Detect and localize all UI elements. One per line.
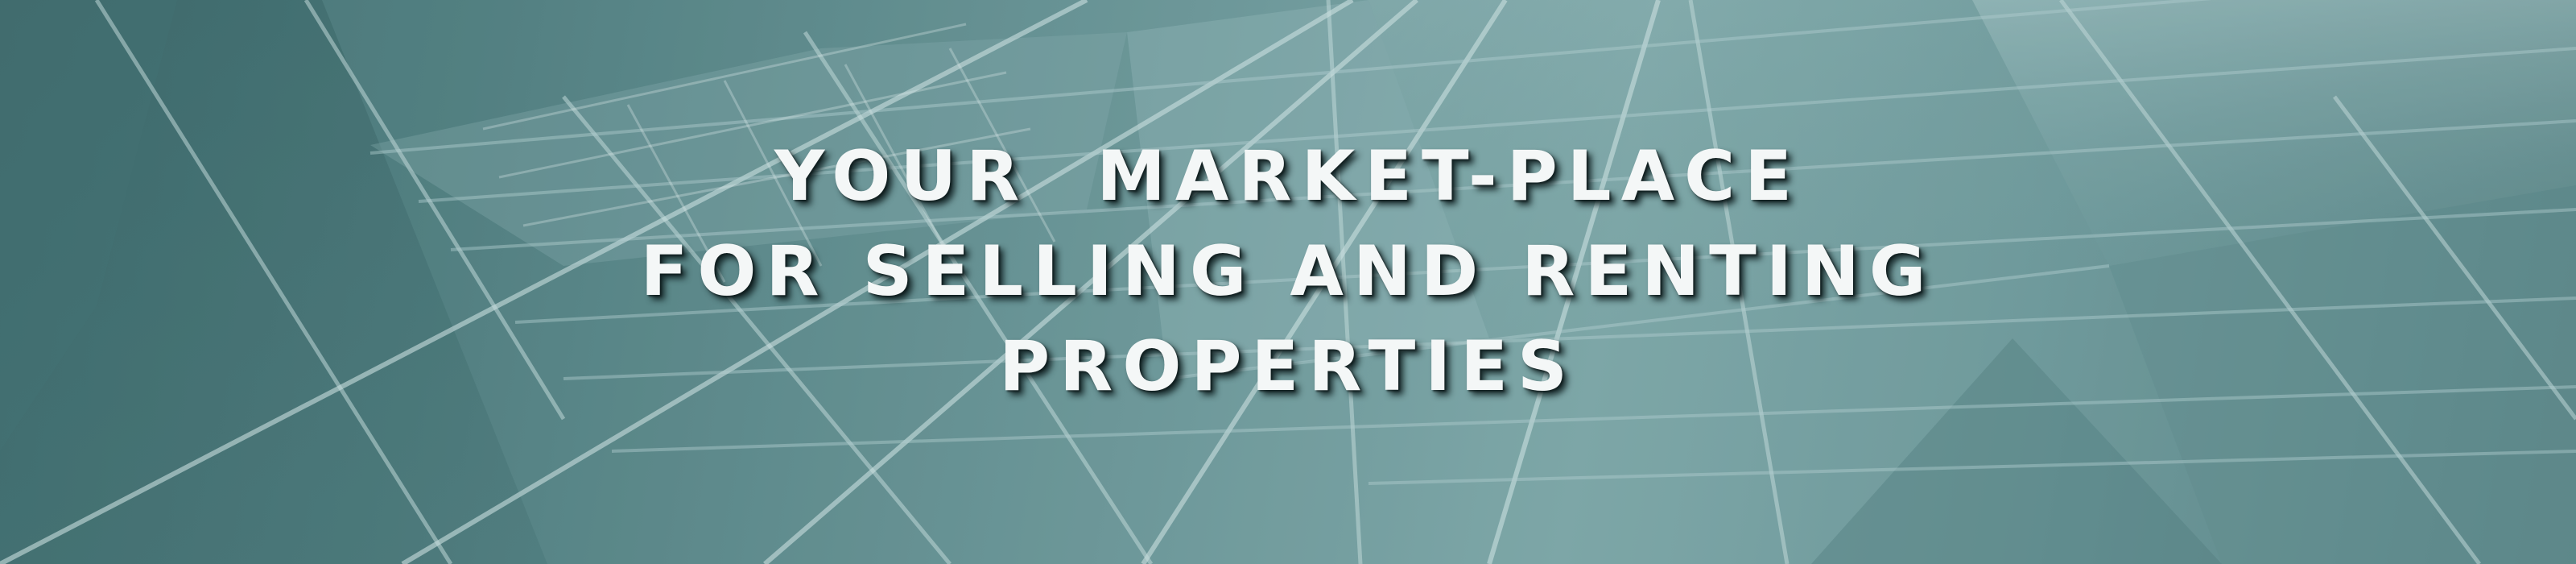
headline-line-1: YOUR MARKET-PLACE bbox=[774, 136, 1802, 217]
headline-line-2: FOR SELLING AND RENTING bbox=[640, 231, 1936, 312]
headline: YOUR MARKET-PLACE FOR SELLING AND RENTIN… bbox=[0, 129, 2576, 414]
headline-line-3: PROPERTIES bbox=[999, 326, 1577, 407]
